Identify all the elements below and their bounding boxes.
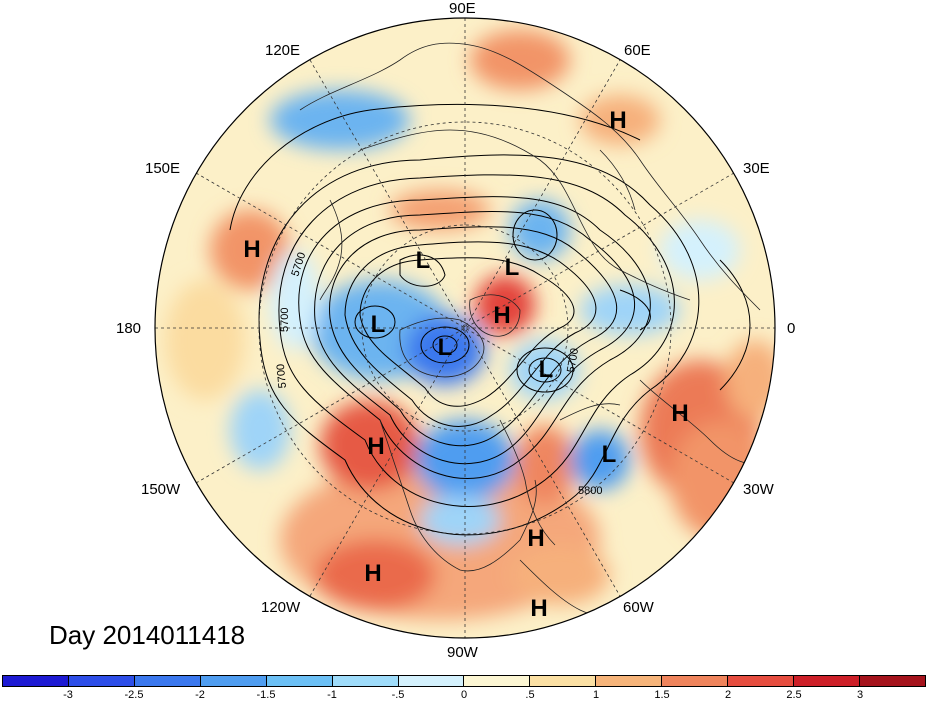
colorbar-swatch bbox=[3, 676, 69, 686]
colorbar-swatch bbox=[200, 676, 267, 686]
lon-label-30e: 30E bbox=[743, 160, 770, 177]
pressure-center-h: H bbox=[367, 433, 384, 460]
colorbar-swatch bbox=[398, 676, 465, 686]
anomaly-field bbox=[155, 18, 775, 638]
pressure-center-h: H bbox=[493, 302, 510, 329]
contour-label: 5700 bbox=[275, 363, 289, 388]
pressure-center-l: L bbox=[505, 254, 520, 281]
colorbar-swatch bbox=[266, 676, 333, 686]
pressure-center-h: H bbox=[609, 107, 626, 134]
lon-label-60w: 60W bbox=[623, 599, 654, 616]
colorbar-swatch bbox=[332, 676, 399, 686]
colorbar-tick-label: 0 bbox=[460, 689, 468, 701]
colorbar-swatch bbox=[794, 676, 860, 686]
pressure-center-h: H bbox=[671, 400, 688, 427]
pressure-center-h: H bbox=[364, 560, 381, 587]
colorbar-swatch bbox=[134, 676, 201, 686]
lon-label-180: 180 bbox=[116, 320, 142, 337]
lon-label-150e: 150E bbox=[145, 160, 181, 177]
pressure-center-h: H bbox=[530, 595, 547, 622]
lon-label-30w: 30W bbox=[743, 481, 774, 498]
colorbar bbox=[2, 675, 926, 687]
colorbar-tick-label: -.5 bbox=[391, 689, 405, 701]
colorbar-tick-label: -3 bbox=[63, 689, 73, 701]
day-title: Day 2014011418 bbox=[49, 620, 246, 650]
contour-label: 5800 bbox=[578, 485, 602, 497]
lon-label-90e: 90E bbox=[449, 0, 476, 17]
map-boundary bbox=[154, 17, 776, 639]
colorbar-swatch bbox=[464, 676, 531, 686]
colorbar-swatch bbox=[662, 676, 729, 686]
lon-label-150w: 150W bbox=[141, 481, 181, 498]
pressure-center-h: H bbox=[527, 525, 544, 552]
contour-label: 5700 bbox=[565, 347, 581, 373]
lon-label-120e: 120E bbox=[265, 42, 301, 59]
colorbar-swatch bbox=[728, 676, 795, 686]
pressure-center-h: H bbox=[243, 236, 260, 263]
pressure-center-l: L bbox=[602, 441, 617, 468]
colorbar-swatch bbox=[530, 676, 597, 686]
graticule bbox=[155, 18, 775, 638]
colorbar-tick-label: .5 bbox=[525, 689, 535, 701]
lon-label-0: 0 bbox=[787, 320, 796, 337]
colorbar-tick-label: -2.5 bbox=[124, 689, 144, 701]
colorbar-swatch bbox=[68, 676, 135, 686]
lon-label-90w: 90W bbox=[447, 644, 478, 661]
pressure-center-l: L bbox=[438, 334, 453, 361]
colorbar-tick-label: -1.5 bbox=[256, 689, 276, 701]
contour-label: 5700 bbox=[279, 308, 291, 332]
lon-label-60e: 60E bbox=[624, 42, 651, 59]
colorbar-tick-label: -2 bbox=[195, 689, 205, 701]
pressure-center-l: L bbox=[539, 356, 554, 383]
pressure-center-l: L bbox=[416, 247, 431, 274]
colorbar-tick-label: 1 bbox=[592, 689, 600, 701]
colorbar-swatch bbox=[596, 676, 663, 686]
colorbar-tick-label: -1 bbox=[327, 689, 337, 701]
colorbar-tick-label: 3 bbox=[856, 689, 864, 701]
lon-label-120w: 120W bbox=[261, 599, 301, 616]
pressure-markers: H H L L L H L L H H L H H H bbox=[243, 107, 688, 622]
colorbar-swatch bbox=[859, 676, 925, 686]
colorbar-tick-label: 1.5 bbox=[654, 689, 670, 701]
height-contours bbox=[229, 103, 751, 536]
colorbar-tick-label: 2.5 bbox=[786, 689, 802, 701]
colorbar-tick-label: 2 bbox=[724, 689, 732, 701]
pressure-center-l: L bbox=[371, 311, 386, 338]
